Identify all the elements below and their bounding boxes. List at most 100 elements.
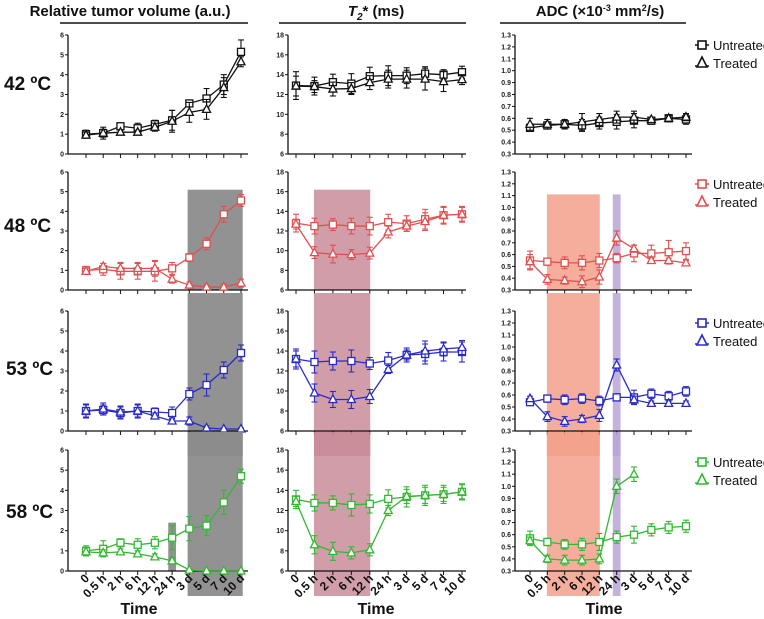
y-tick-label: 2: [60, 112, 64, 119]
treated-marker: [218, 281, 229, 291]
treated-marker: [132, 405, 143, 415]
panel-adc-row2: 0.3 0.4 0.5 0.6 0.7 0.8 0.9 1.0 1.1 1.2 1.3: [501, 293, 692, 456]
series-untreated: [525, 519, 691, 551]
treated-marker: [559, 118, 570, 128]
treated-marker: [456, 341, 468, 352]
y-tick-label: 8: [280, 132, 284, 139]
treated-marker: [167, 115, 178, 125]
treated-marker: [235, 55, 247, 66]
y-tick-label: 12: [276, 508, 284, 515]
treated-marker: [594, 113, 605, 124]
untreated-marker: [310, 498, 319, 508]
y-tick-label: 1.3: [501, 448, 511, 455]
untreated-marker: [681, 522, 691, 531]
treated-marker: [611, 359, 622, 369]
y-tick-label: 6: [60, 448, 64, 455]
treated-marker: [346, 82, 357, 93]
row-label-42: 42 ºC: [4, 74, 51, 95]
panel-adc-row0: 0.3 0.4 0.5 0.6 0.7 0.8 0.9 1.0 1.1 1.2 1.3: [501, 33, 692, 159]
untreated-marker: [219, 498, 228, 507]
y-tick-label: 3: [60, 508, 64, 515]
y-tick-label: 0.9: [501, 217, 511, 224]
treated-marker: [456, 485, 468, 496]
y-tick-label: 12: [276, 369, 284, 376]
y-tick-label: 4: [60, 488, 64, 495]
untreated-marker: [236, 47, 246, 57]
treated-marker: [80, 265, 92, 275]
treated-marker: [346, 393, 357, 404]
y-tick-label: 1.0: [501, 345, 511, 352]
untreated-marker: [612, 253, 621, 263]
series-line: [529, 525, 687, 546]
untreated-marker: [202, 239, 211, 248]
y-tick-label: 6: [280, 569, 284, 576]
treated-marker: [98, 546, 109, 557]
y-tick-label: 0.4: [501, 140, 511, 147]
treated-marker: [149, 410, 160, 420]
y-tick-label: 8: [280, 268, 284, 275]
legend-untreated-label: Untreated: [713, 177, 764, 192]
y-tick-label: 1: [60, 268, 64, 275]
treated-marker: [576, 115, 588, 126]
y-tick-label: 0.9: [501, 80, 511, 87]
legend-treated-marker: [695, 333, 709, 346]
treated-marker: [218, 81, 229, 92]
y-tick-label: 18: [276, 170, 284, 177]
untreated-marker: [365, 359, 374, 368]
treated-marker: [149, 551, 160, 561]
untreated-marker: [347, 356, 356, 366]
treated-marker: [184, 415, 195, 425]
series-line: [295, 78, 463, 90]
series-line: [85, 352, 242, 414]
y-tick-label: 1.0: [501, 68, 511, 75]
y-tick-label: 10: [276, 248, 284, 255]
y-tick-label: 18: [276, 33, 284, 40]
y-tick-label: 1: [60, 409, 64, 416]
untreated-marker: [219, 210, 228, 219]
treated-marker: [401, 220, 412, 230]
treated-marker: [663, 254, 674, 265]
treated-marker: [201, 565, 212, 575]
treated-marker: [290, 218, 302, 228]
y-tick-label: 0.7: [501, 240, 511, 247]
y-tick-label: 3: [60, 369, 64, 376]
treated-marker: [167, 273, 178, 283]
untreated-marker: [595, 396, 604, 406]
shade-salmon-0.5h: [546, 432, 600, 596]
treated-marker: [576, 413, 588, 423]
treated-marker: [559, 415, 570, 426]
untreated-marker: [595, 537, 604, 547]
y-tick-label: 0.3: [501, 429, 511, 436]
untreated-marker: [347, 221, 356, 231]
series-line: [295, 213, 463, 256]
y-tick-label: 0.3: [501, 288, 511, 295]
untreated-marker: [167, 533, 177, 542]
treated-marker: [420, 215, 431, 226]
series-treated: [80, 55, 247, 139]
treated-marker: [80, 405, 92, 415]
series-line: [529, 117, 687, 129]
untreated-marker: [629, 530, 639, 539]
untreated-marker: [236, 348, 246, 358]
treated-marker: [115, 545, 126, 556]
untreated-marker: [185, 389, 194, 399]
treated-marker: [559, 274, 570, 285]
untreated-marker: [681, 246, 691, 256]
treated-marker: [680, 397, 692, 408]
series-line: [295, 351, 462, 365]
treated-marker: [576, 554, 588, 564]
treated-marker: [542, 553, 553, 563]
treated-marker: [383, 73, 394, 83]
untreated-marker: [384, 217, 393, 227]
series-line: [529, 363, 686, 423]
treated-marker: [98, 127, 109, 137]
y-tick-label: 14: [276, 209, 284, 216]
treated-marker: [594, 409, 605, 420]
y-tick-label: 1.2: [501, 321, 511, 328]
x-axis-label-t2star: Time: [357, 601, 394, 618]
treated-marker: [594, 553, 605, 563]
series-treated: [80, 545, 247, 575]
series-line: [85, 61, 242, 136]
panel-volume-row1: 0 1 2 3 4 5 6: [60, 170, 248, 295]
